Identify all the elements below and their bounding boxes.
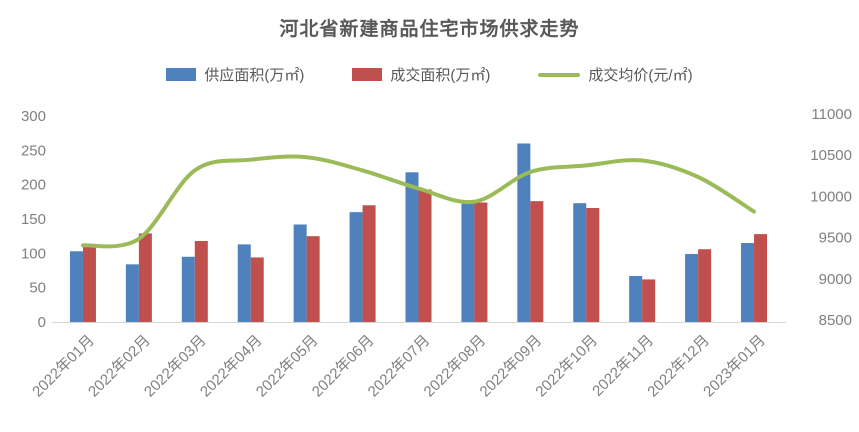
legend-item-average-price: 成交均价(元/㎡) [538,64,693,85]
bars-transaction-area [82,189,768,322]
legend-label-supply-area: 供应面积(万㎡) [204,67,305,84]
supply-area-bar [293,224,307,322]
transaction-area-bar [586,208,600,322]
bars-supply-area [69,143,755,322]
left-axis-tick-label: 300 [21,108,46,125]
right-axis-tick-label: 9500 [819,230,852,247]
transaction-area-bar [250,257,264,322]
supply-area-bar [685,254,699,322]
supply-area-swatch [166,68,197,81]
left-axis-tick-label: 150 [21,211,46,228]
left-axis-labels: 0 50 100 150 200 250 300 [21,108,46,331]
average-price-swatch [538,72,581,77]
supply-area-bar [69,251,83,322]
right-axis-tick-label: 9000 [819,271,852,288]
transaction-area-bar [754,234,768,322]
transaction-area-bar [698,249,712,322]
transaction-area-bar [474,202,488,322]
supply-area-bar [741,243,755,322]
transaction-area-bar [642,279,656,322]
supply-area-bar [461,201,475,322]
left-axis-tick-label: 200 [21,177,46,194]
transaction-area-bar [362,205,376,322]
average-price-line [80,154,756,249]
chart-title: 河北省新建商品住宅市场供求走势 [279,19,580,40]
transaction-area-bar [138,233,152,322]
x-axis-labels: 2022年01月2022年02月2022年03月2022年04月2022年05月… [29,332,769,401]
left-axis-tick-label: 50 [29,280,46,297]
transaction-area-swatch [352,68,383,81]
transaction-area-bar [82,245,96,322]
right-axis-labels: 8500 9000 9500 10000 10500 11000 [810,106,852,329]
legend-item-supply-area: 供应面积(万㎡) [166,64,304,85]
right-axis-tick-label: 8500 [819,312,852,329]
left-axis-tick-label: 250 [21,142,46,159]
supply-area-bar [629,275,643,322]
transaction-area-bar [418,189,432,322]
supply-area-bar [349,212,363,322]
supply-area-bar [573,203,587,322]
left-axis-tick-label: 100 [21,245,46,262]
supply-area-bar [125,264,139,322]
right-axis-tick-label: 11000 [811,106,852,123]
right-axis-tick-label: 10500 [810,147,852,164]
supply-area-bar [181,256,195,322]
legend-item-transaction-area: 成交面积(万㎡) [352,64,490,85]
supply-area-bar [405,172,419,322]
legend: 供应面积(万㎡) 成交面积(万㎡) 成交均价(元/㎡) [0,64,859,85]
legend-label-transaction-area: 成交面积(万㎡) [390,67,491,84]
supply-area-bar [517,143,531,322]
left-axis-tick-label: 0 [38,314,46,331]
right-axis-tick-label: 10000 [810,188,852,205]
transaction-area-bar [306,236,320,322]
supply-area-bar [237,244,251,322]
transaction-area-bar [194,240,208,322]
legend-label-average-price: 成交均价(元/㎡) [588,67,693,84]
transaction-area-bar [530,201,544,322]
